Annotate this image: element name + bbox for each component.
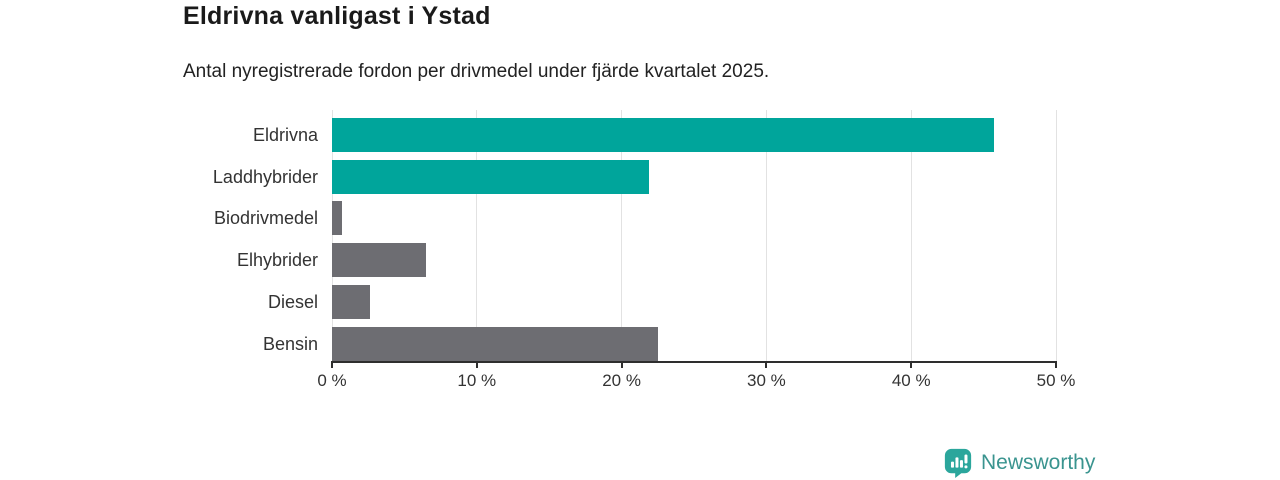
bar-eldrivna — [332, 118, 994, 152]
plot-area: 0 % 10 % 20 % 30 % 40 % 50 % — [317, 110, 1075, 390]
gridline — [910, 110, 912, 361]
page-title: Eldrivna vanligast i Ystad — [183, 2, 491, 30]
x-axis-tick-label: 40 % — [891, 371, 931, 390]
category-label: Laddhybrider — [212, 167, 318, 187]
bar-biodrivmedel — [332, 201, 343, 235]
category-label: Biodrivmedel — [213, 208, 318, 228]
x-axis-tick — [765, 361, 768, 368]
gridline — [765, 110, 767, 361]
category-label: Bensin — [262, 334, 318, 354]
bar-laddhybrider — [332, 160, 650, 194]
x-axis-tick-label: 10 % — [457, 371, 497, 390]
bar-elhybrider — [332, 243, 427, 277]
category-label: Diesel — [267, 292, 318, 312]
x-axis-tick-label: 30 % — [747, 371, 786, 390]
gridline — [331, 110, 333, 361]
gridline — [1055, 110, 1057, 361]
newsworthy-logo: Newsworthy — [943, 447, 1095, 478]
category-label: Eldrivna — [252, 125, 318, 145]
gridline — [476, 110, 478, 361]
bar-bensin — [332, 327, 658, 361]
page-subtitle: Antal nyregistrerade fordon per drivmede… — [183, 61, 770, 82]
x-axis-tick — [910, 361, 913, 368]
x-axis-tick-label: 20 % — [602, 371, 641, 390]
x-axis-tick — [1055, 361, 1057, 368]
y-axis-labels: Eldrivna Laddhybrider Biodrivmedel Elhybrid… — [0, 110, 318, 361]
category-label: Elhybrider — [236, 250, 318, 270]
bar-diesel — [332, 285, 370, 319]
x-axis-tick — [331, 361, 333, 368]
x-axis-tick-label: 50 % — [1036, 371, 1076, 390]
x-axis-tick-label: 0 % — [317, 371, 347, 390]
gridline — [621, 110, 623, 361]
x-axis-tick — [475, 361, 478, 368]
bar-chart-bubble-icon — [943, 447, 973, 478]
x-axis-tick — [620, 361, 623, 368]
newsworthy-logo-text: Newsworthy — [981, 450, 1096, 474]
